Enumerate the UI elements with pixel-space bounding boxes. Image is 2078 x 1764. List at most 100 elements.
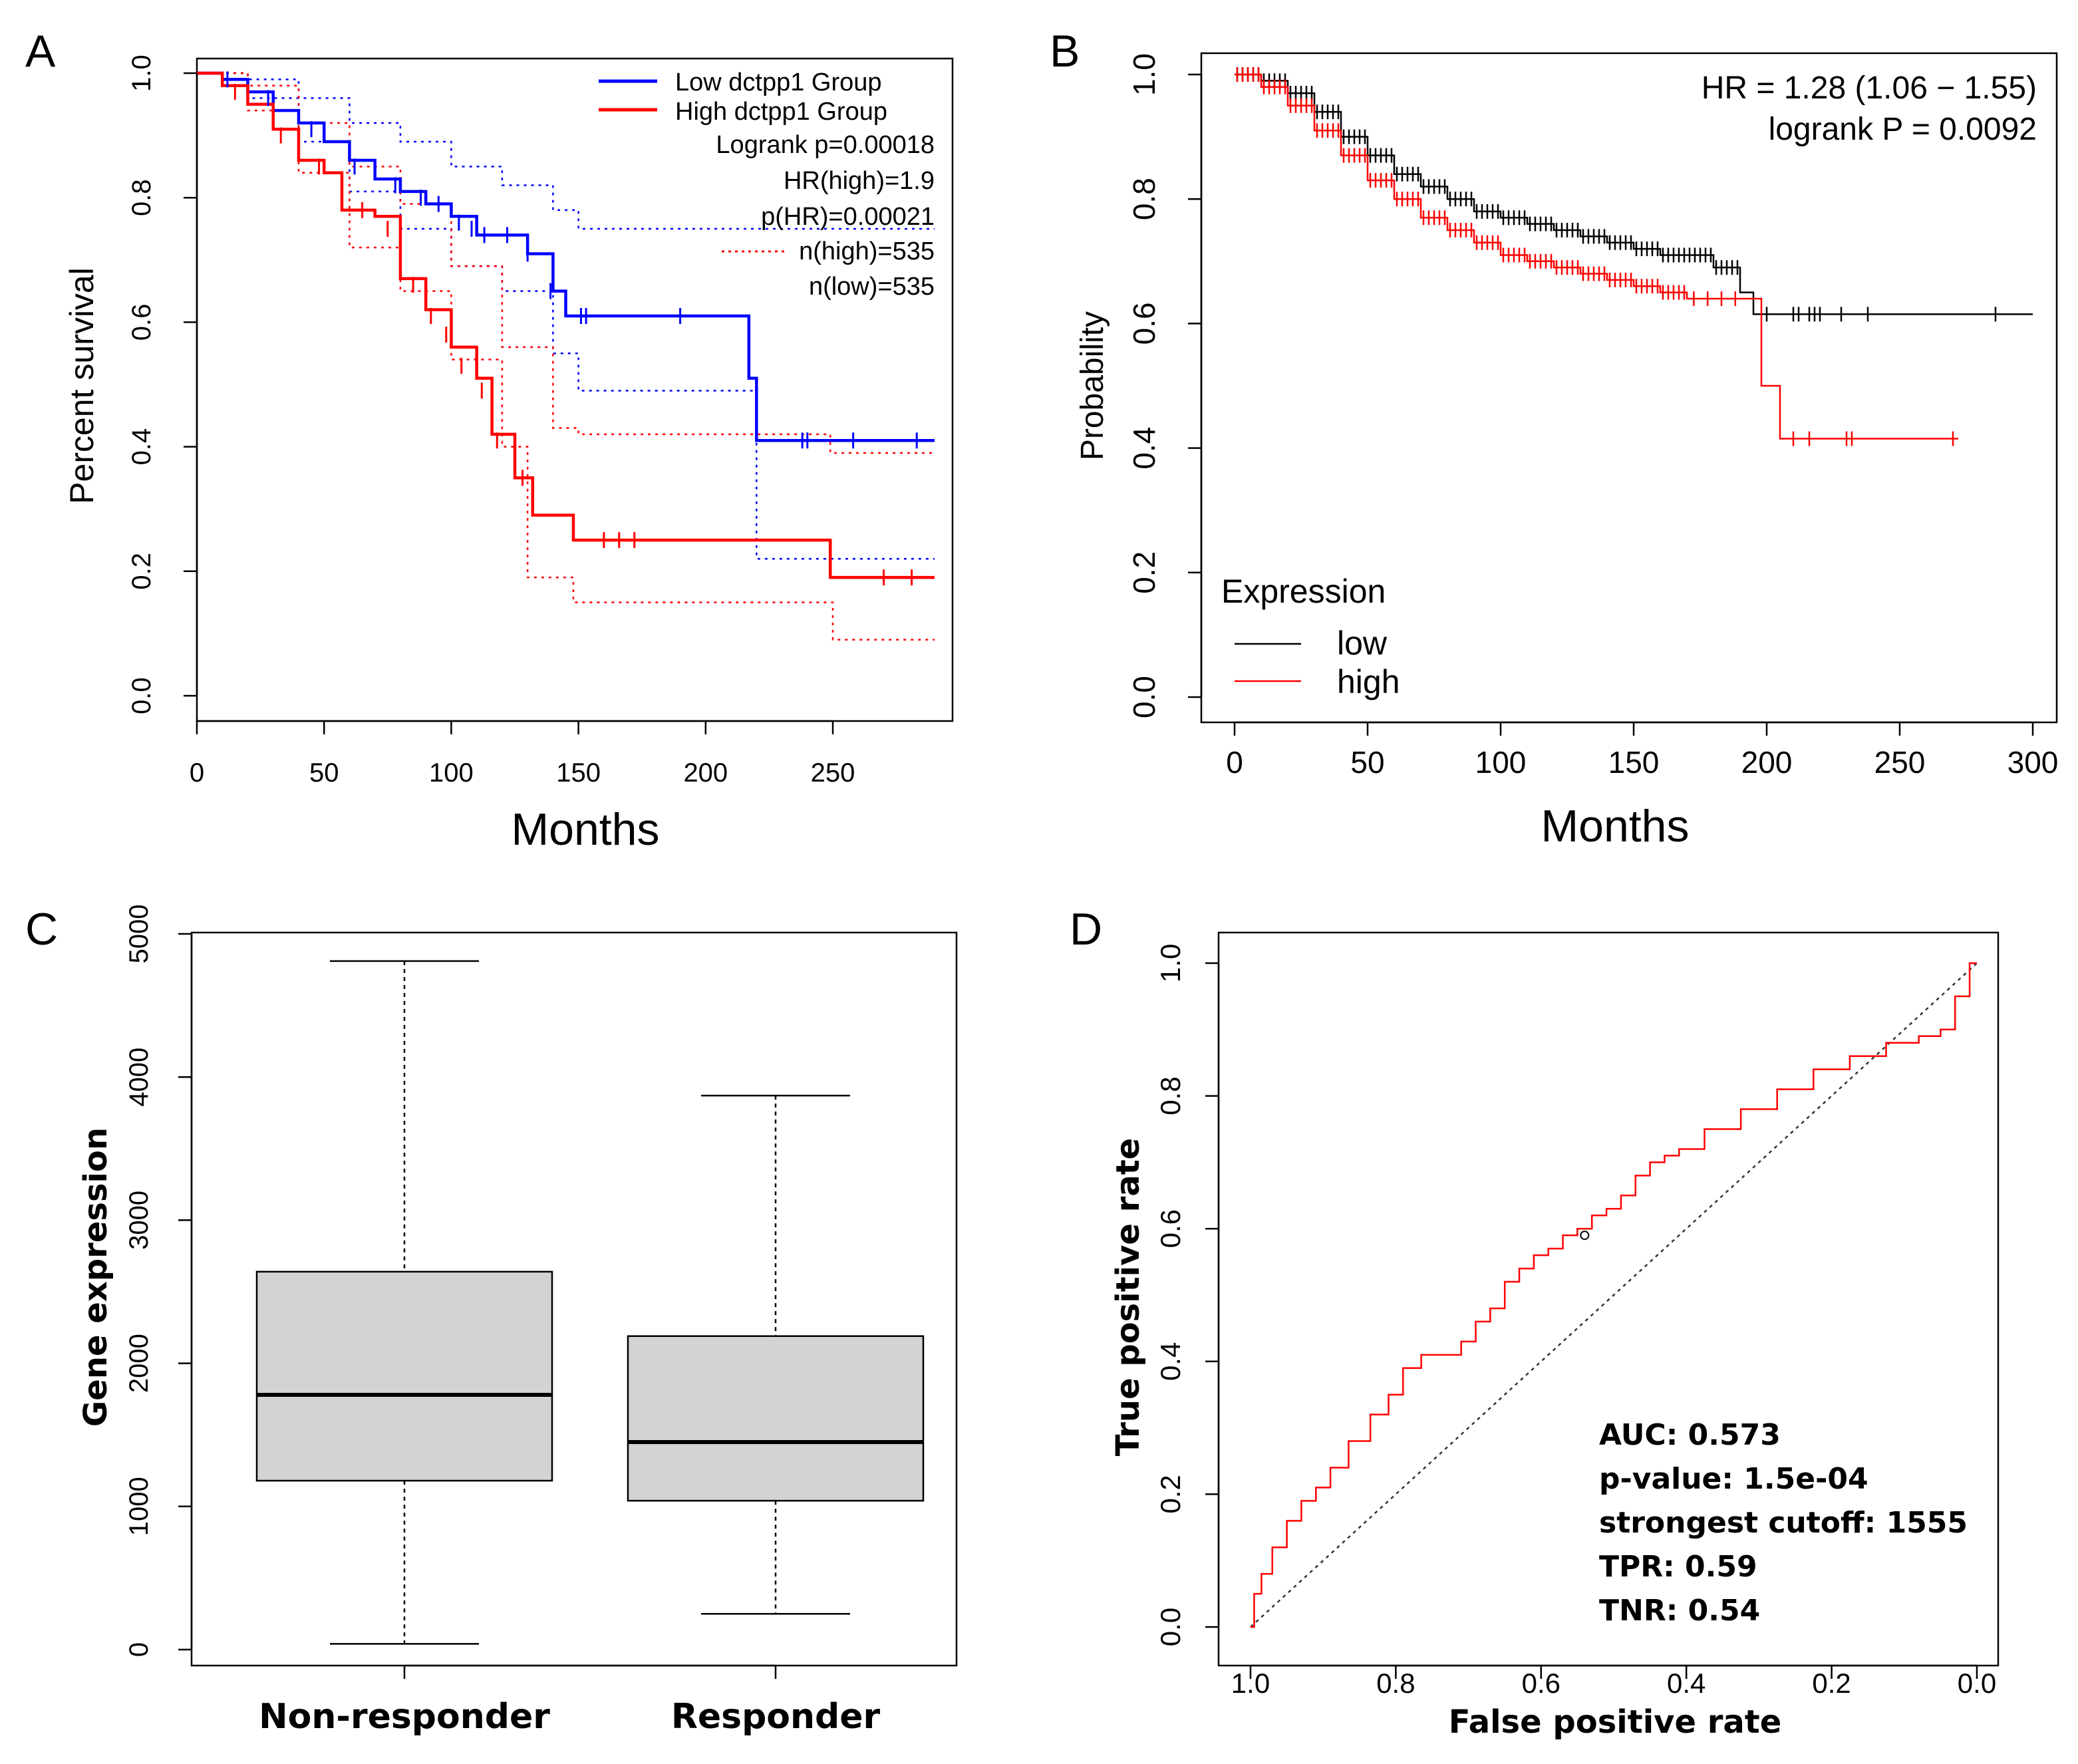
panel-d: 1.0 0.8 0.6 0.4 0.2 0.0 0.0 0.2 0.4 0.6 0.8 1.0 Fa… [1110,931,2000,1741]
y-tick-label: 0.0 [1127,676,1161,718]
y-tick-label: 0.4 [127,428,156,466]
x-tick-label: 0.0 [1958,1668,1996,1699]
panel-b-y-label: Probability [1075,311,1110,460]
box-iqr [255,1270,553,1482]
y-tick-label: 0.8 [1127,178,1161,220]
x-tick-label: 150 [1608,745,1660,780]
stat-p-hr: p(HR)=0.00021 [761,203,935,231]
panel-b-x-label: Months [1541,801,1690,851]
x-tick-label: 250 [1874,745,1926,780]
y-tick-label: 1000 [124,1477,154,1536]
panel-b-stat-logrank: logrank P = 0.0092 [1769,112,2037,147]
y-tick-label: 0.2 [1155,1475,1186,1513]
y-tick-label: 1.0 [1155,944,1186,982]
panel-a-y-axis: 0.0 0.2 0.4 0.6 0.8 1.0 [127,55,198,714]
roc-curve [1251,962,1977,1628]
x-tick-label: 300 [2007,745,2059,780]
panel-a-survival-curves [197,71,935,579]
panel-a-x-label: Months [512,804,660,855]
y-tick-label: 0 [124,1642,154,1657]
panel-b-survival-curves [1235,67,2033,440]
y-tick-label: 0.0 [1155,1608,1186,1646]
panel-label-c: C [25,904,58,955]
x-tick-label: 0 [1226,745,1243,780]
stat-hr: HR(high)=1.9 [784,167,935,195]
x-tick-label: 0.6 [1522,1668,1560,1699]
panel-a-censor-marks [226,71,918,586]
x-tick-label: 0.2 [1812,1668,1851,1699]
panel-label-d: D [1070,904,1102,955]
panel-label-b: B [1050,26,1080,76]
x-tick-label: 50 [309,758,339,788]
panel-a-y-label: Percent survival [63,267,100,504]
ci-band-upper [197,72,935,454]
y-tick-label: 1.0 [1127,53,1161,96]
y-tick-label: 3000 [124,1191,154,1250]
panel-label-a: A [25,26,56,76]
x-tick-label: 150 [556,758,601,788]
y-tick-label: 1.0 [127,55,156,92]
panel-c-x-axis: Non-responder Responder [259,1664,881,1737]
panel-c-y-axis: 0 1000 2000 3000 4000 5000 [124,905,193,1657]
x-tick-label: 250 [811,758,855,788]
panel-b-y-axis: 0.0 0.2 0.4 0.6 0.8 1.0 [1127,53,1203,718]
y-tick-label: 0.6 [1155,1209,1186,1248]
legend-label-low: low [1337,625,1388,662]
y-tick-label: 0.4 [1127,427,1161,470]
panel-b-x-axis: 0 50 100 150 200 250 300 [1226,721,2059,780]
survival-curve-high [197,71,935,579]
legend-title: Expression [1221,573,1386,610]
stat-tpr: TPR: 0.59 [1599,1550,1757,1584]
y-tick-label: 0.0 [127,677,156,714]
panel-d-y-axis: 0.0 0.2 0.4 0.6 0.8 1.0 [1155,944,1220,1646]
y-tick-label: 0.6 [127,304,156,341]
y-tick-label: 2000 [124,1334,154,1393]
x-tick-label: 0.8 [1376,1668,1415,1699]
panel-a-x-axis: 0 50 100 150 200 250 [190,720,855,788]
panel-c-y-label: Gene expression [77,1127,114,1427]
y-tick-label: 5000 [124,905,154,964]
panel-d-x-axis: 1.0 0.8 0.6 0.4 0.2 0.0 [1231,1664,1996,1699]
x-tick-label: 1.0 [1231,1668,1270,1699]
panel-c: 0 1000 2000 3000 4000 5000 Non-responder Respo… [77,905,958,1737]
cutoff-marker [1580,1231,1590,1241]
y-tick-label: 0.4 [1155,1342,1186,1381]
legend-label-high: High dctpp1 Group [675,98,887,126]
stat-n-low: n(low)=535 [809,273,935,301]
x-tick-label: 200 [683,758,728,788]
panel-b-stat-hr: HR = 1.28 (1.06 − 1.55) [1702,71,2037,106]
y-tick-label: 0.8 [1155,1076,1186,1115]
legend-label-high: high [1337,663,1400,700]
x-tick-label: 50 [1350,745,1384,780]
y-tick-label: 0.8 [127,179,156,216]
y-tick-label: 0.2 [127,553,156,590]
x-tick-label: 100 [429,758,474,788]
panel-b: 0 50 100 150 200 250 300 0.0 0.2 0.4 0.6 0.8 1.0 Mo… [1075,52,2059,851]
panel-d-x-label: False positive rate [1449,1703,1782,1741]
panel-c-boxes [255,960,925,1645]
y-tick-label: 0.6 [1127,302,1161,345]
panel-a-legend: Low dctpp1 Group High dctpp1 Group Logra… [599,69,935,301]
stat-auc: AUC: 0.573 [1599,1418,1781,1452]
x-tick-label: 200 [1741,745,1793,780]
roc-diagonal [1250,962,1978,1628]
panel-d-roc-curves [1250,962,1978,1628]
stat-p-value: p-value: 1.5e-04 [1599,1462,1868,1496]
survival-curve-low [1235,73,2033,315]
x-tick-label: 0 [190,758,204,788]
panel-d-stats: AUC: 0.573 p-value: 1.5e-04 strongest cu… [1599,1418,1968,1628]
legend-label-low: Low dctpp1 Group [675,69,882,96]
x-category-label: Responder [671,1697,881,1737]
y-tick-label: 4000 [124,1048,154,1107]
x-tick-label: 0.4 [1667,1668,1706,1699]
panel-b-censor-marks [1765,307,1997,446]
stat-cutoff: strongest cutoff: 1555 [1599,1506,1968,1540]
panel-b-plot-frame [1200,52,2058,724]
box-iqr [627,1335,925,1502]
panel-b-legend: Expression low high [1221,573,1400,700]
panel-a: 0 50 100 150 200 250 0.0 0.2 0.4 0.6 0.8 1.0 Month… [63,55,954,855]
stat-tnr: TNR: 0.54 [1599,1594,1760,1628]
stat-logrank: Logrank p=0.00018 [716,131,935,159]
x-category-label: Non-responder [259,1697,550,1737]
